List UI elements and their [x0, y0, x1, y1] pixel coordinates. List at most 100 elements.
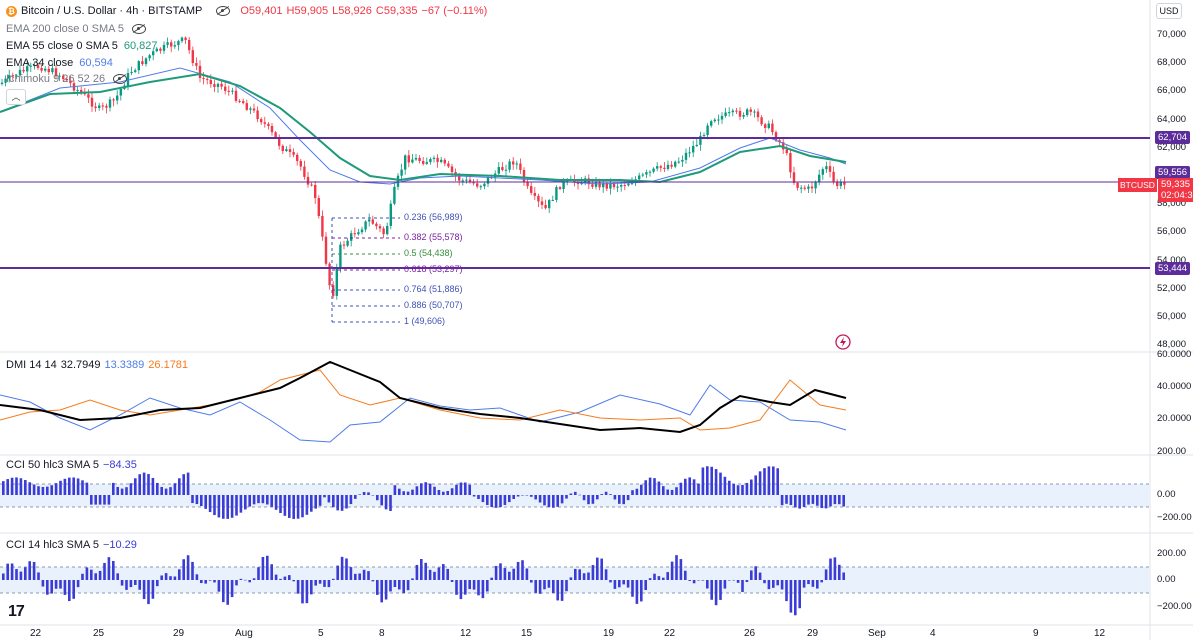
cci-bar [266, 495, 269, 505]
cci-bar [591, 565, 595, 580]
cci-bar [842, 495, 845, 507]
cci-bar [644, 580, 647, 591]
cci-bar [433, 486, 436, 495]
cci-bar [459, 482, 463, 495]
symbol-title: Bitcoin / U.S. Dollar · 4h · BITSTAMP [21, 5, 203, 17]
cci-bar [530, 495, 533, 497]
candle [4, 75, 7, 87]
cci-bar [314, 580, 317, 586]
cci-bar [420, 558, 423, 580]
candle [8, 69, 11, 83]
candle [836, 179, 839, 190]
cci-bar [574, 491, 577, 495]
cci-bar [266, 555, 269, 580]
cci-bar [767, 580, 771, 590]
cci-bar [428, 569, 432, 580]
ema34-legend[interactable]: EMA 34 close 60,594 [6, 57, 113, 69]
cci-bar [635, 580, 639, 604]
cci-bar [173, 576, 177, 580]
cci-bar [147, 474, 150, 495]
cci-bar [714, 469, 718, 495]
cci-bar [723, 580, 727, 589]
cci-bar [472, 580, 476, 590]
candle [368, 213, 371, 227]
cci-bar [578, 494, 581, 496]
cci14-legend[interactable]: CCI 14 hlc3 SMA 5 −10.29 [6, 539, 137, 551]
eye-hidden-icon[interactable] [132, 24, 147, 34]
cci-bar [362, 569, 366, 580]
cci-bar [569, 577, 573, 580]
ema200-legend[interactable]: EMA 200 close 0 SMA 5 [6, 23, 147, 35]
cci-bar [239, 495, 243, 513]
cci14-label: CCI 14 hlc3 SMA 5 [6, 539, 99, 551]
candle [810, 181, 814, 194]
cci-bar [222, 580, 225, 603]
cci-bar [46, 580, 49, 595]
cci-bar [794, 495, 797, 508]
cci-bar [424, 482, 427, 495]
cci-bar [389, 495, 392, 511]
cci-bar [393, 580, 397, 587]
candle [706, 123, 709, 140]
lightning-icon[interactable] [835, 334, 851, 350]
candle [821, 167, 824, 180]
candle [188, 37, 191, 54]
cci-bar [244, 579, 247, 581]
cci-bar [657, 481, 661, 495]
fib-level-label: 0.764 (51,886) [404, 284, 463, 294]
cci-bar [235, 580, 238, 586]
ichimoku-legend[interactable]: Ichimoku 9 26 52 26 [6, 73, 128, 85]
candle [299, 158, 302, 171]
cci-bar [76, 580, 80, 588]
ema55-legend[interactable]: EMA 55 close 0 SMA 5 60,827 [6, 40, 158, 52]
cci-bar [552, 495, 555, 508]
candle [656, 162, 659, 172]
cci-bar [675, 555, 678, 580]
cci-bar [226, 580, 229, 605]
cci-bar [829, 495, 832, 507]
dmi-legend[interactable]: DMI 14 14 32.7949 13.3389 26.1781 [6, 359, 188, 371]
cci-bar [512, 495, 515, 499]
cci-bar [336, 565, 339, 580]
candle [814, 180, 817, 194]
tradingview-logo[interactable]: 17 [8, 603, 25, 620]
cci-bar [367, 571, 370, 580]
eye-icon[interactable] [216, 6, 231, 16]
cci50-legend[interactable]: CCI 50 hlc3 SMA 5 −84.35 [6, 459, 137, 471]
cci-bar [292, 495, 295, 519]
candle [314, 180, 317, 204]
candle [101, 102, 104, 111]
candle [0, 78, 4, 86]
cci-bar [802, 580, 806, 588]
cci-bar [323, 495, 326, 498]
fib-retracement[interactable] [331, 217, 400, 323]
time-label: 9 [1033, 628, 1039, 639]
candle [724, 107, 727, 118]
candle [148, 53, 151, 62]
candle [44, 66, 47, 73]
cci-bar [424, 562, 427, 580]
cci-bar [200, 580, 203, 584]
cci-bar [657, 576, 661, 580]
price-tick: 56,000 [1157, 226, 1187, 238]
cci-bar [327, 495, 331, 503]
cci-bar [609, 494, 612, 495]
candle [753, 109, 756, 118]
candle [256, 106, 259, 123]
cci-bar [719, 472, 722, 495]
cci-bar [107, 495, 111, 505]
cci-bar [684, 478, 687, 495]
eye-hidden-icon[interactable] [113, 74, 128, 84]
symbol-legend[interactable]: ₿ Bitcoin / U.S. Dollar · 4h · BITSTAMP … [6, 5, 487, 17]
chevron-up-icon[interactable]: ︿ [6, 89, 26, 105]
cci-bar [90, 569, 93, 580]
cci-bar [310, 580, 313, 595]
candle [728, 107, 731, 117]
candle [76, 86, 79, 96]
cci-bar [310, 495, 313, 512]
currency-button[interactable]: USD [1156, 3, 1182, 19]
cci-bar [252, 495, 256, 505]
candle [58, 72, 61, 82]
cci-bar [622, 495, 625, 505]
